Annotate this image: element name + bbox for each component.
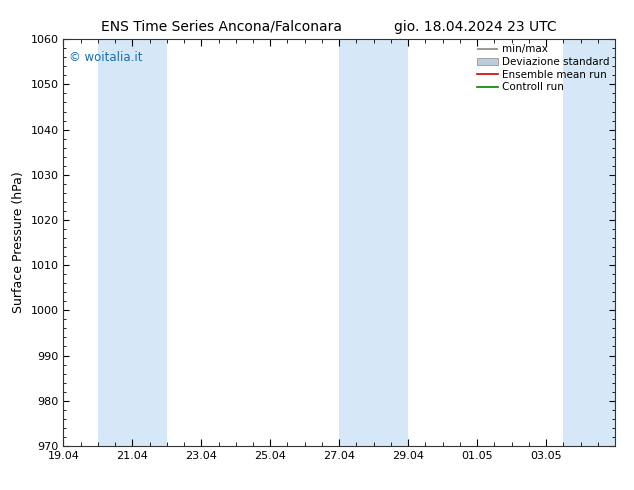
Y-axis label: Surface Pressure (hPa): Surface Pressure (hPa): [12, 172, 25, 314]
Text: ENS Time Series Ancona/Falconara: ENS Time Series Ancona/Falconara: [101, 20, 342, 34]
Text: gio. 18.04.2024 23 UTC: gio. 18.04.2024 23 UTC: [394, 20, 557, 34]
Text: © woitalia.it: © woitalia.it: [69, 51, 143, 64]
Legend: min/max, Deviazione standard, Ensemble mean run, Controll run: min/max, Deviazione standard, Ensemble m…: [476, 42, 612, 94]
Bar: [339, 39, 408, 446]
Bar: [98, 39, 167, 446]
Bar: [563, 39, 615, 446]
